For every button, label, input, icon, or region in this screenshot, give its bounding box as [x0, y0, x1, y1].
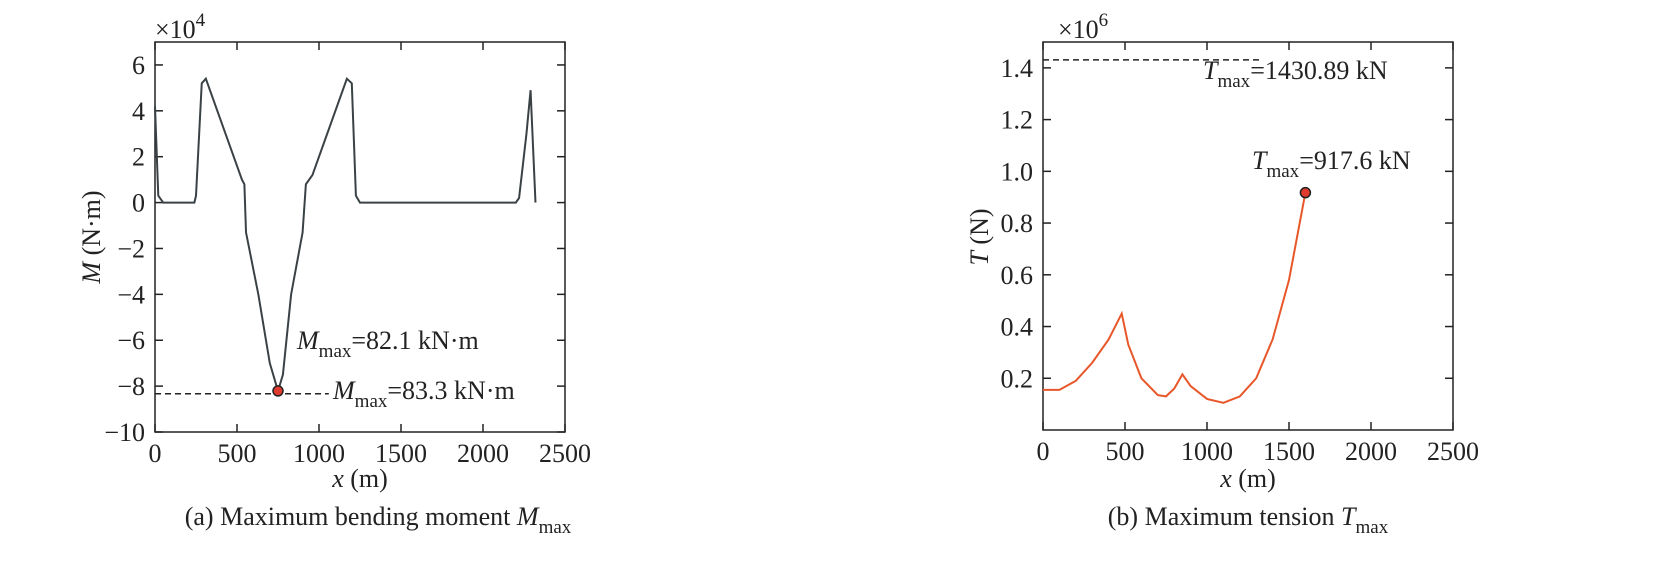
y-tick-label: −8	[117, 372, 145, 401]
y-tick-label: 0.2	[1001, 364, 1034, 393]
text-part: T	[1341, 502, 1357, 531]
y-axis-label: T (N)	[965, 208, 994, 265]
x-tick-label: 1000	[293, 439, 345, 468]
caption: (a) Maximum bending moment Mmax	[185, 502, 572, 538]
text-part: =1430.89 kN	[1250, 56, 1388, 85]
x-tick-label: 500	[218, 439, 257, 468]
text-part: (N·m)	[77, 190, 106, 261]
text-part: (b) Maximum tension	[1108, 502, 1341, 531]
x-tick-label: 0	[1037, 437, 1050, 466]
y-axis-label: M (N·m)	[77, 190, 106, 284]
y-tick-label: 2	[132, 143, 145, 172]
text-part: =82.1 kN·m	[351, 326, 478, 355]
text-part: max	[1217, 71, 1250, 92]
text-part: max	[355, 391, 388, 412]
x-tick-label: 1500	[1263, 437, 1315, 466]
peak-point	[1299, 186, 1312, 199]
axis-multiplier: ×104	[155, 10, 206, 44]
text-part: (m)	[344, 464, 388, 493]
text-part: x	[331, 464, 344, 493]
annotation: Tmax=1430.89 kN	[1203, 56, 1388, 92]
text-part: (a) Maximum bending moment	[185, 502, 517, 531]
x-axis-label: x (m)	[331, 464, 388, 493]
x-tick-label: 1000	[1181, 437, 1233, 466]
annotation: Mmax=83.3 kN·m	[332, 376, 515, 412]
y-tick-label: −10	[104, 418, 145, 447]
text-part: M	[77, 261, 106, 285]
text-part: 4	[196, 10, 206, 31]
text-part: (m)	[1232, 464, 1276, 493]
annotation: Tmax=917.6 kN	[1252, 146, 1411, 182]
y-tick-label: 1.4	[1001, 54, 1034, 83]
text-part: =917.6 kN	[1299, 146, 1411, 175]
y-tick-label: 0.8	[1001, 209, 1034, 238]
y-tick-label: 0	[132, 189, 145, 218]
y-tick-label: −2	[117, 234, 145, 263]
x-tick-label: 2500	[1427, 437, 1479, 466]
text-part: 6	[1099, 10, 1109, 31]
x-tick-label: 2500	[539, 439, 591, 468]
y-tick-label: 0.6	[1001, 261, 1034, 290]
x-tick-label: 0	[149, 439, 162, 468]
y-tick-label: −6	[117, 326, 145, 355]
y-tick-label: 6	[132, 51, 145, 80]
x-axis-label: x (m)	[1219, 464, 1276, 493]
data-line	[1043, 192, 1307, 404]
caption: (b) Maximum tension Tmax	[1108, 502, 1389, 538]
text-part: M	[296, 326, 320, 355]
text-part: max	[1266, 161, 1299, 182]
text-part: ×10	[155, 15, 196, 44]
x-tick-label: 2000	[457, 439, 509, 468]
annotation: Mmax=82.1 kN·m	[296, 326, 479, 362]
text-part: max	[319, 341, 352, 362]
axis-multiplier: ×106	[1058, 10, 1108, 44]
x-tick-label: 2000	[1345, 437, 1397, 466]
data-line	[154, 76, 537, 395]
y-tick-label: 1.2	[1001, 106, 1034, 135]
text-part: ×10	[1058, 15, 1099, 44]
text-part: M	[516, 502, 540, 531]
x-tick-label: 500	[1106, 437, 1145, 466]
y-tick-label: 0.4	[1001, 313, 1034, 342]
x-tick-label: 1500	[375, 439, 427, 468]
y-tick-label: −4	[117, 280, 145, 309]
text-part: (N)	[965, 208, 994, 251]
text-part: T	[1252, 146, 1268, 175]
peak-point	[272, 385, 284, 397]
y-tick-label: 4	[132, 97, 145, 126]
text-part: x	[1219, 464, 1232, 493]
text-part: T	[1203, 56, 1219, 85]
y-tick-label: 1.0	[1001, 157, 1034, 186]
text-part: =83.3 kN·m	[387, 376, 514, 405]
text-part: T	[965, 250, 994, 266]
text-part: M	[332, 376, 356, 405]
text-part: max	[1356, 517, 1389, 538]
plot-frame	[1042, 41, 1454, 431]
text-part: max	[539, 517, 572, 538]
plot-frame	[154, 41, 566, 433]
